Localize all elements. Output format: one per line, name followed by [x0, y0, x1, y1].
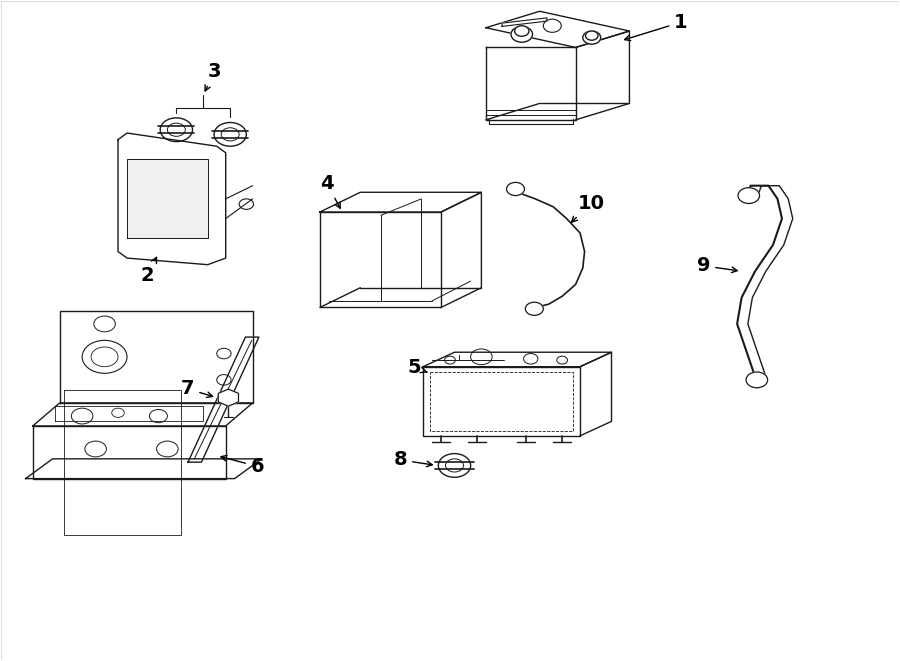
Polygon shape	[59, 311, 253, 403]
Circle shape	[526, 302, 544, 315]
Polygon shape	[580, 352, 611, 436]
Text: 1: 1	[625, 13, 688, 40]
Text: 4: 4	[320, 174, 340, 208]
Circle shape	[511, 26, 533, 42]
Text: 3: 3	[205, 62, 221, 91]
Polygon shape	[32, 426, 226, 479]
Polygon shape	[486, 11, 629, 48]
Polygon shape	[219, 389, 238, 407]
Text: 5: 5	[408, 358, 427, 377]
Circle shape	[583, 31, 600, 44]
Text: 9: 9	[697, 256, 737, 275]
Circle shape	[738, 188, 760, 204]
Circle shape	[438, 453, 471, 477]
Circle shape	[544, 19, 562, 32]
Polygon shape	[320, 212, 441, 307]
Text: 10: 10	[572, 194, 605, 222]
Text: 2: 2	[140, 257, 157, 285]
Polygon shape	[188, 337, 259, 462]
Circle shape	[746, 372, 768, 388]
Polygon shape	[441, 192, 482, 307]
Polygon shape	[25, 459, 262, 479]
Circle shape	[160, 118, 193, 141]
Text: 6: 6	[220, 455, 265, 476]
Polygon shape	[486, 48, 576, 120]
Polygon shape	[118, 133, 226, 264]
Circle shape	[507, 182, 525, 196]
Polygon shape	[502, 18, 547, 26]
Polygon shape	[423, 367, 580, 436]
Polygon shape	[32, 403, 253, 426]
Polygon shape	[127, 159, 208, 239]
Text: 7: 7	[181, 379, 212, 399]
Circle shape	[515, 26, 529, 36]
Circle shape	[586, 31, 598, 40]
Polygon shape	[576, 31, 629, 120]
Circle shape	[214, 122, 247, 146]
Text: 8: 8	[393, 450, 432, 469]
